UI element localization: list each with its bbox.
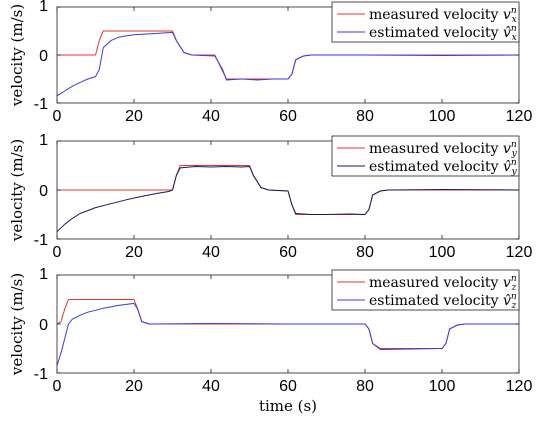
- x-tick-label: 60: [279, 378, 297, 395]
- x-tick-label: 80: [356, 378, 374, 395]
- x-tick-label: 60: [279, 244, 297, 261]
- y-tick-label: -1: [34, 232, 48, 249]
- legend-label: measured velocity vn z: [369, 274, 517, 293]
- x-tick-label: 20: [125, 108, 143, 125]
- y-tick-label: -1: [34, 96, 48, 113]
- legend-box: [331, 269, 520, 311]
- x-tick-label: 40: [202, 108, 220, 125]
- legend-label: estimated velocity v̂n y: [369, 158, 518, 177]
- y-tick-label: 1: [39, 0, 48, 15]
- y-tick-label: 1: [39, 266, 48, 283]
- x-tick-label: 80: [356, 108, 374, 125]
- x-tick-label: 100: [429, 108, 456, 125]
- legend-item-estimated: estimated velocity v̂n y: [337, 158, 518, 177]
- legend-item-estimated: estimated velocity v̂n z: [337, 292, 517, 311]
- y-tick-label: -1: [34, 366, 48, 383]
- subplot-1: 0 20 40 60 80 100 120 -1 0 1 velocity (m/s) measure…: [8, 0, 532, 125]
- x-tick-label: 0: [53, 108, 62, 125]
- x-tick-label: 0: [53, 244, 62, 261]
- series-line-estimated: [56, 302, 519, 366]
- legend-item-estimated: estimated velocity v̂n x: [337, 24, 517, 43]
- y-axis-title: velocity (m/s): [8, 4, 26, 107]
- legend-label: estimated velocity v̂n x: [369, 24, 517, 43]
- x-axis-title: time (s): [259, 397, 317, 415]
- legend-label: measured velocity vn x: [369, 6, 517, 25]
- y-tick-label: 1: [39, 132, 48, 149]
- y-axis-title: velocity (m/s): [8, 139, 26, 242]
- x-tick-label: 120: [506, 244, 533, 261]
- y-axis-title: velocity (m/s): [8, 273, 26, 376]
- y-tick-label: 0: [39, 183, 48, 200]
- x-tick-label: 60: [279, 108, 297, 125]
- x-tick-label: 120: [506, 378, 533, 395]
- legend-item-measured: measured velocity vn x: [337, 6, 517, 25]
- series-line-estimated: [56, 166, 520, 233]
- legend-item-measured: measured velocity vn z: [337, 274, 517, 293]
- subplot-2: 0 20 40 60 80 100 120 -1 0 1 velocity (m/s) measure…: [8, 132, 532, 261]
- x-tick-label: 20: [125, 378, 143, 395]
- series-line-estimated: [56, 31, 520, 97]
- x-tick-label: 40: [202, 244, 220, 261]
- subplot-3: 0 20 40 60 80 100 120 -1 0 1 velocity (m/s) time (s…: [8, 266, 532, 415]
- x-tick-label: 20: [125, 244, 143, 261]
- legend-item-measured: measured velocity vn y: [337, 140, 518, 159]
- legend-box: [331, 1, 520, 43]
- x-tick-label: 100: [429, 244, 456, 261]
- x-tick-label: 100: [429, 378, 456, 395]
- legend-box: [331, 135, 520, 177]
- legend-label: estimated velocity v̂n z: [369, 292, 517, 311]
- x-tick-label: 0: [53, 378, 62, 395]
- x-tick-label: 120: [506, 108, 533, 125]
- y-tick-label: 0: [39, 48, 48, 65]
- y-tick-label: 0: [39, 317, 48, 334]
- x-tick-label: 40: [202, 378, 220, 395]
- legend-label: measured velocity vn y: [369, 140, 518, 159]
- x-tick-label: 80: [356, 244, 374, 261]
